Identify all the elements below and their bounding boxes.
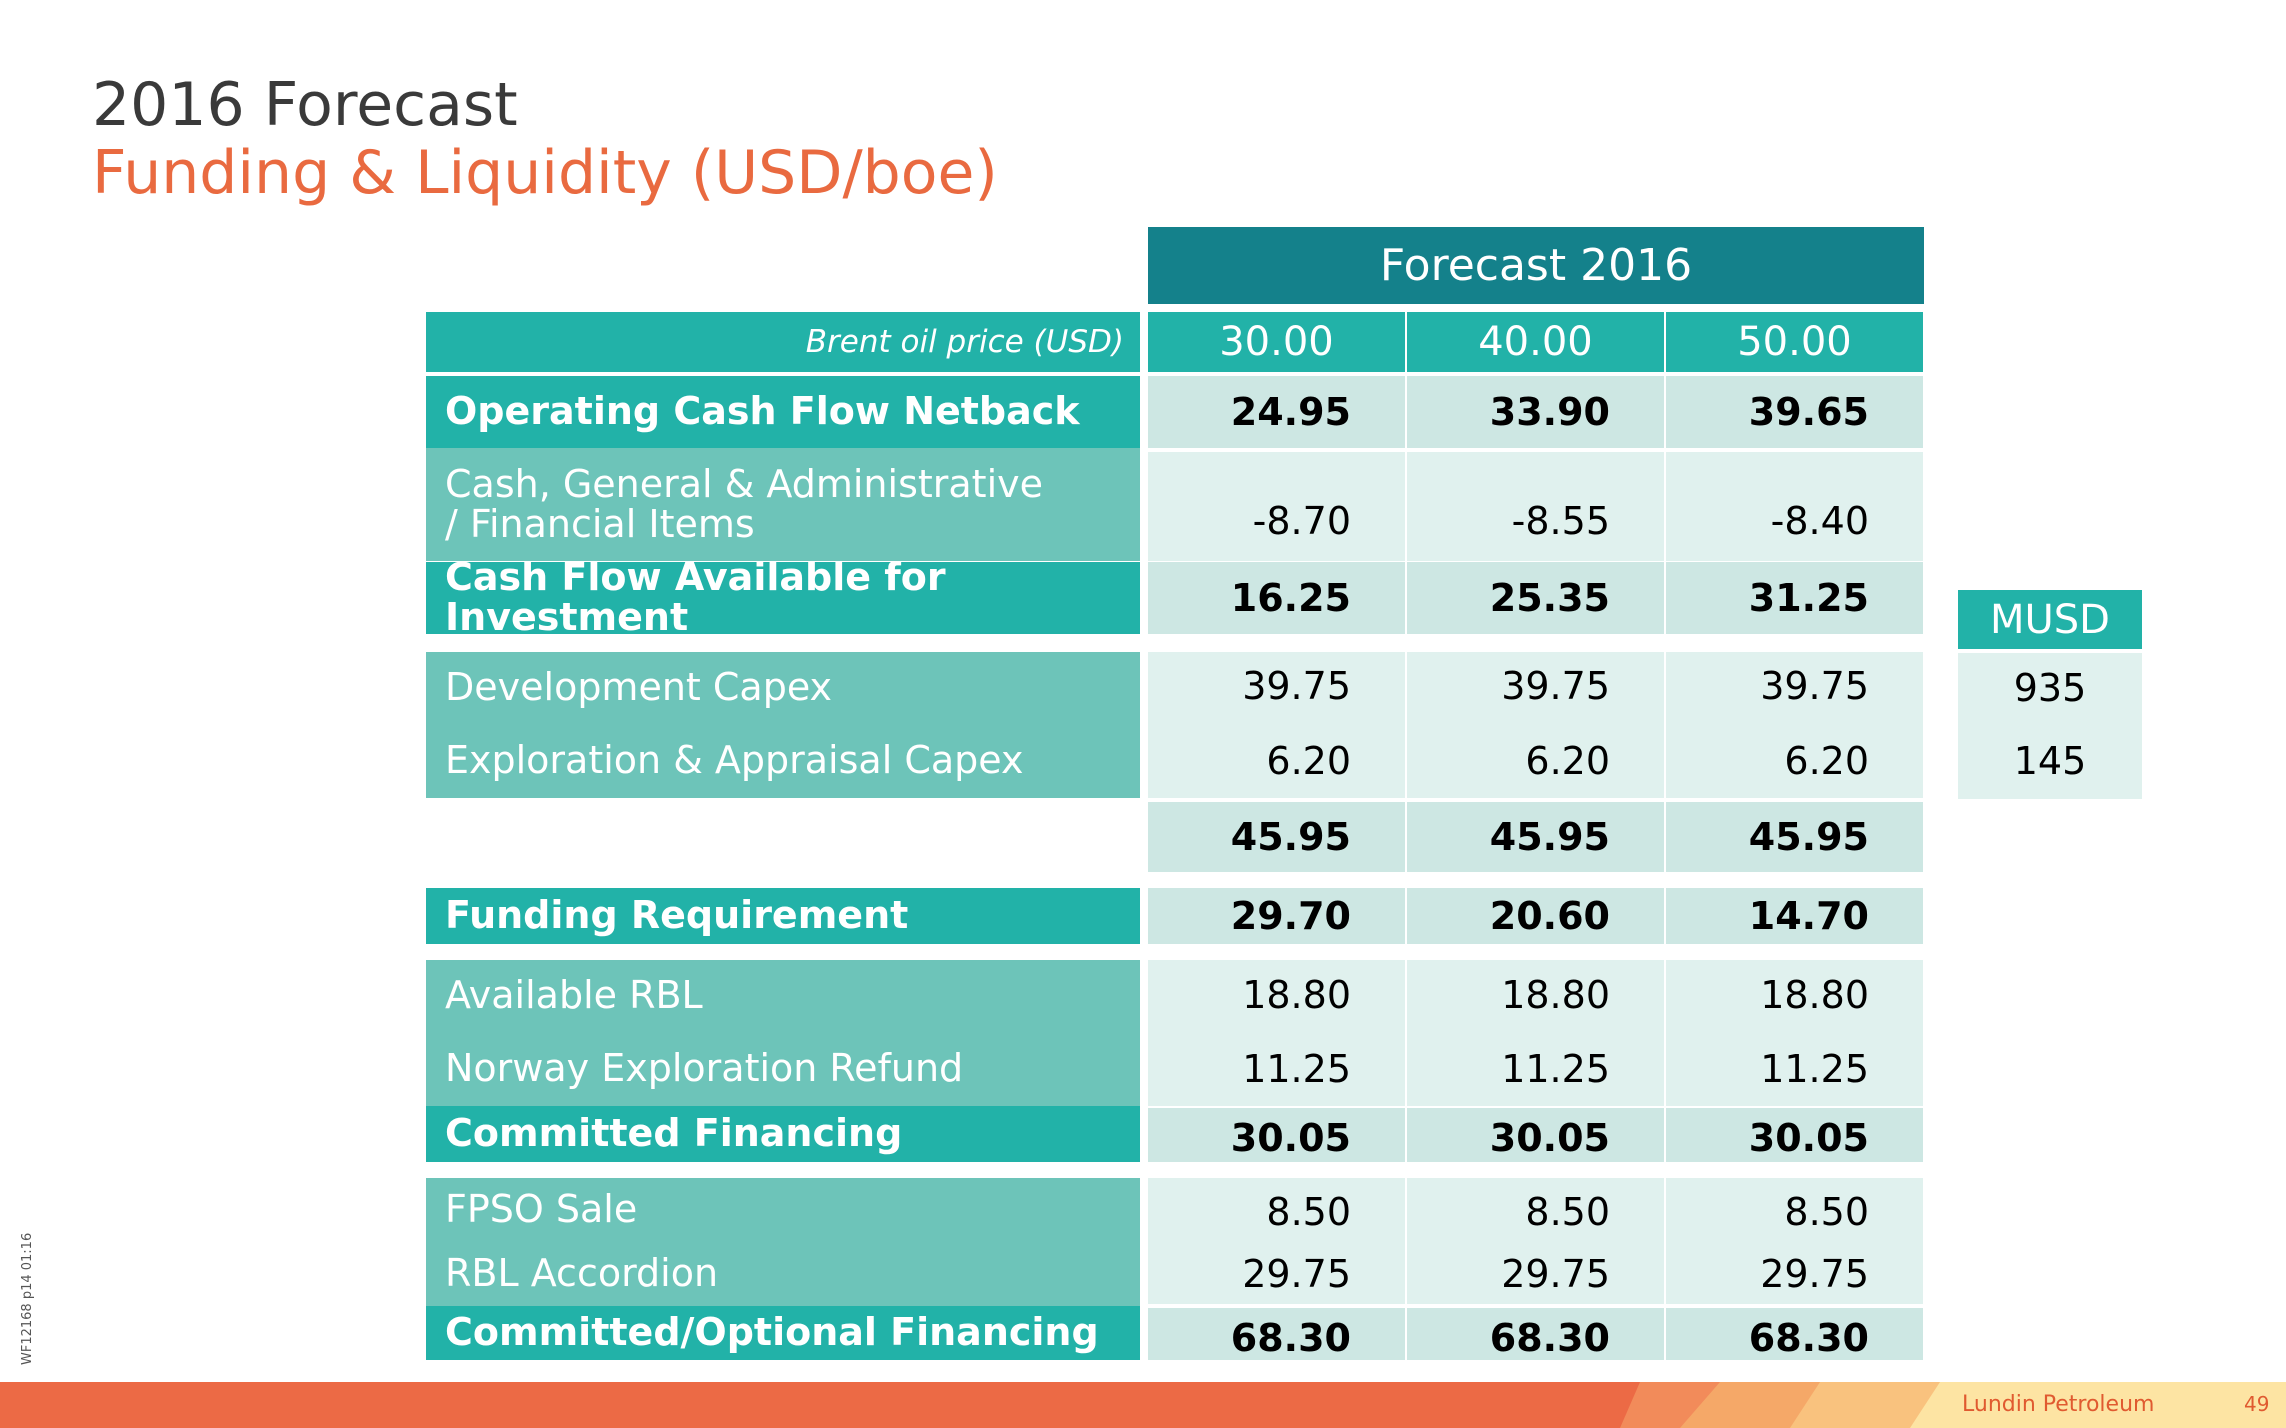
page-title: 2016 Forecast: [92, 70, 518, 140]
table-cell: 8.50: [1407, 1178, 1664, 1304]
table-cell: 45.95: [1407, 802, 1664, 872]
table-cell: 11.25: [1501, 1047, 1610, 1091]
brent-price-label: Brent oil price (USD): [426, 312, 1140, 372]
page-subtitle: Funding & Liquidity (USD/boe): [92, 138, 998, 208]
page-number: 49: [2244, 1392, 2270, 1416]
musd-panel: [1958, 653, 2142, 799]
musd-header: MUSD: [1958, 590, 2142, 649]
row-label-g-and-a-line1: Cash, General & Administrative: [445, 461, 1043, 506]
row-label-development-capex: Development Capex: [426, 652, 1140, 724]
table-cell: 68.30: [1407, 1308, 1664, 1360]
row-label-norway-refund: Norway Exploration Refund: [426, 1032, 1140, 1106]
table-cell: 39.75: [1407, 652, 1664, 798]
row-label-fpso-sale: FPSO Sale: [426, 1178, 1140, 1242]
table-cell: 30.05: [1148, 1108, 1405, 1162]
row-label-committed-optional-financing: Committed/Optional Financing: [426, 1306, 1140, 1360]
table-cell: 29.75: [1501, 1252, 1610, 1296]
table-cell: 24.95: [1148, 376, 1405, 448]
row-label-g-and-a: Cash, General & Administrative / Financi…: [426, 448, 1140, 561]
table-cell: 30.05: [1666, 1108, 1923, 1162]
table-cell: 11.25: [1242, 1047, 1351, 1091]
table-cell: 18.80: [1666, 960, 1923, 1106]
row-label-operating-cash-flow: Operating Cash Flow Netback: [426, 376, 1140, 448]
table-cell: -8.55: [1407, 452, 1664, 561]
table-cell: 45.95: [1148, 802, 1405, 872]
row-label-cash-flow-available: Cash Flow Available for Investment: [426, 557, 1140, 637]
table-cell: 45.95: [1666, 802, 1923, 872]
table-cell: 14.70: [1666, 888, 1923, 944]
table-cell: 8.50: [1666, 1178, 1923, 1304]
table-cell: 39.75: [1666, 652, 1923, 798]
table-cell: 18.80: [1407, 960, 1664, 1106]
row-label-exploration-capex: Exploration & Appraisal Capex: [426, 724, 1140, 798]
table-cell: 68.30: [1148, 1308, 1405, 1360]
table-cell: 6.20: [1525, 739, 1610, 783]
musd-exploration-value: 145: [2013, 739, 2087, 783]
footer-bar: [0, 1382, 2286, 1428]
row-label-rbl-accordion: RBL Accordion: [426, 1242, 1140, 1306]
document-code: WF12168 p14 01:16: [20, 1232, 35, 1365]
table-cell: 30.05: [1407, 1108, 1664, 1162]
table-cell: 6.20: [1784, 739, 1869, 783]
table-cell: -8.40: [1666, 452, 1923, 561]
row-label-funding-requirement: Funding Requirement: [426, 888, 1140, 944]
table-cell: 20.60: [1407, 888, 1664, 944]
price-header-50: 50.00: [1666, 312, 1923, 372]
row-label-g-and-a-line2: / Financial Items: [445, 501, 755, 546]
table-cell: 29.70: [1148, 888, 1405, 944]
table-cell: -8.70: [1148, 452, 1405, 561]
table-cell: 8.50: [1148, 1178, 1405, 1304]
table-cell: 18.80: [1148, 960, 1405, 1106]
table-cell: 11.25: [1760, 1047, 1869, 1091]
table-cell: 25.35: [1407, 562, 1664, 634]
table-cell: 6.20: [1266, 739, 1351, 783]
table-cell: 33.90: [1407, 376, 1664, 448]
forecast-group-header: Forecast 2016: [1148, 227, 1924, 304]
table-cell: 39.65: [1666, 376, 1923, 448]
table-cell: 68.30: [1666, 1308, 1923, 1360]
price-header-40: 40.00: [1407, 312, 1664, 372]
table-cell: 39.75: [1148, 652, 1405, 798]
price-header-30: 30.00: [1148, 312, 1405, 372]
footer-shape: [1910, 1382, 2286, 1428]
row-label-available-rbl: Available RBL: [426, 960, 1140, 1032]
company-logo: Lundin Petroleum: [1962, 1392, 2155, 1417]
table-cell: 31.25: [1666, 562, 1923, 634]
musd-development-value: 935: [2013, 666, 2087, 710]
table-cell: 16.25: [1148, 562, 1405, 634]
table-cell: 29.75: [1242, 1252, 1351, 1296]
footer-decoration: [1620, 1382, 2286, 1428]
table-cell: 29.75: [1760, 1252, 1869, 1296]
row-label-committed-financing: Committed Financing: [426, 1106, 1140, 1162]
